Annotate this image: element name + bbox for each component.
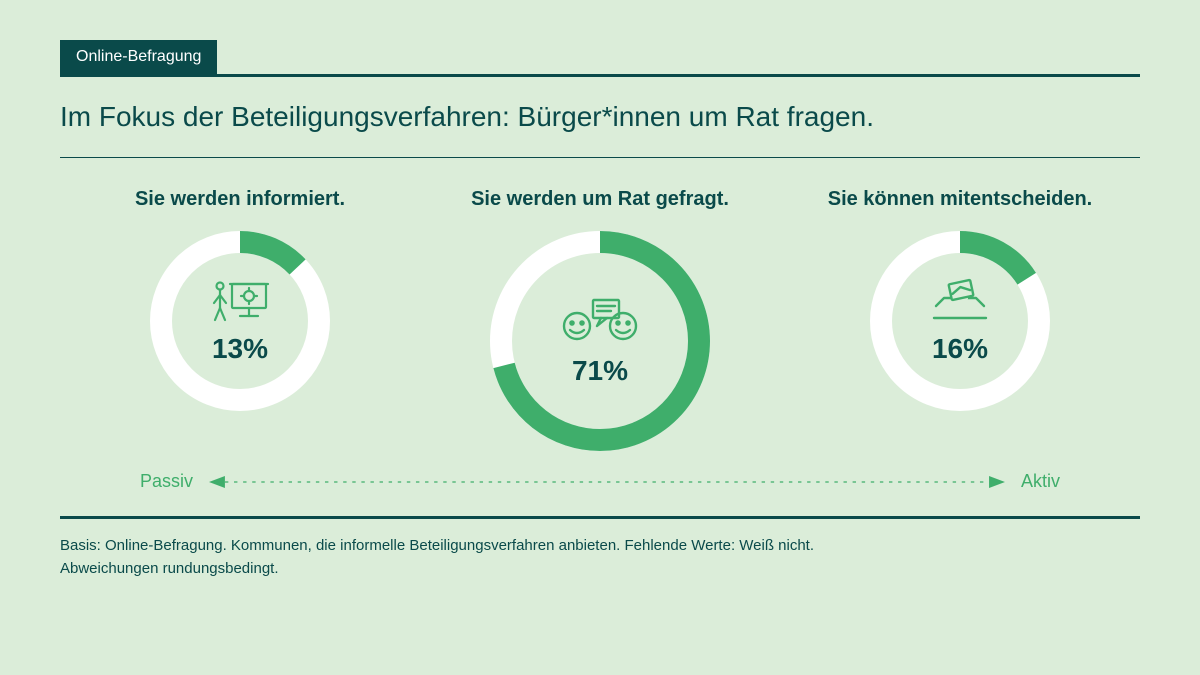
donut-percentage: 13%: [212, 333, 268, 365]
donut-percentage: 16%: [932, 333, 988, 365]
chart-label: Sie werden informiert.: [135, 188, 345, 211]
chart-item: Sie werden um Rat gefragt.: [420, 188, 780, 451]
footer-note: Basis: Online-Befragung. Kommunen, die i…: [60, 519, 1140, 580]
chart-item: Sie können mitentscheiden. 16%: [780, 188, 1140, 411]
charts-row: Sie werden informiert.: [60, 158, 1140, 461]
donut-percentage: 71%: [572, 355, 628, 387]
footer-line-2: Abweichungen rundungsbedingt.: [60, 558, 1140, 581]
chart-label: Sie können mitentscheiden.: [828, 188, 1093, 211]
ballot-icon: [930, 278, 990, 327]
chart-item: Sie werden informiert.: [60, 188, 420, 411]
axis-label-left: Passiv: [140, 471, 193, 492]
passive-active-axis: Passiv Aktiv: [60, 461, 1140, 516]
donut-chart: 13%: [150, 231, 330, 411]
page-title: Im Fokus der Beteiligungsverfahren: Bürg…: [60, 77, 1140, 157]
donut-chart: 71%: [490, 231, 710, 451]
category-tag: Online-Befragung: [60, 40, 217, 74]
axis-line: [209, 476, 1005, 488]
axis-label-right: Aktiv: [1021, 471, 1060, 492]
presentation-icon: [210, 278, 270, 327]
chart-label: Sie werden um Rat gefragt.: [471, 188, 729, 211]
discussion-icon: [561, 296, 639, 349]
donut-chart: 16%: [870, 231, 1050, 411]
footer-line-1: Basis: Online-Befragung. Kommunen, die i…: [60, 535, 1140, 558]
